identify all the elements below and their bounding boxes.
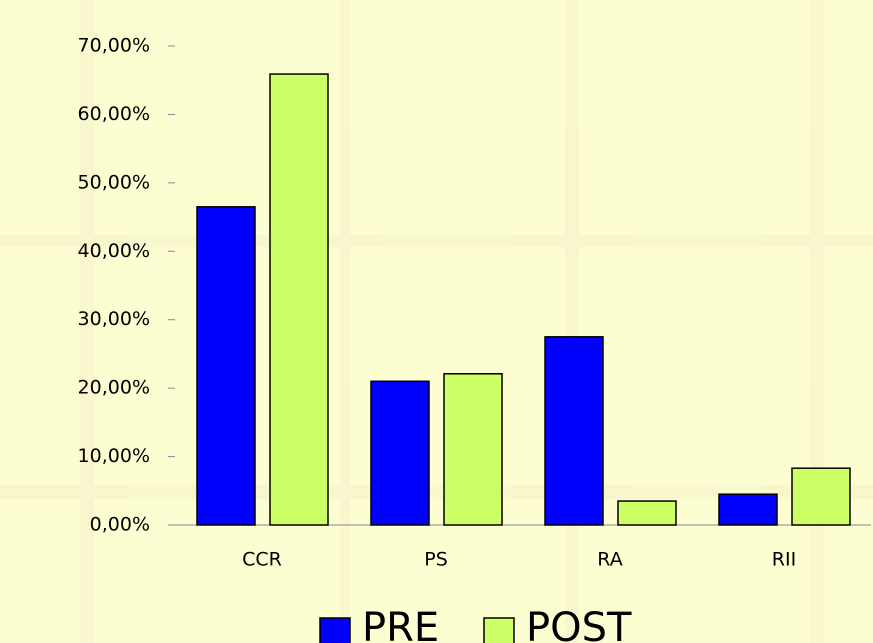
x-tick-label: CCR [242, 549, 282, 571]
bar [617, 500, 677, 526]
x-tick-label: RII [772, 549, 796, 571]
y-tick-label: 20,00% [78, 377, 150, 399]
bar [544, 336, 604, 526]
bar [269, 73, 329, 526]
x-tick-label: PS [424, 549, 448, 571]
y-tick-label: 40,00% [78, 240, 150, 262]
y-tick-label: 30,00% [78, 308, 150, 330]
legend-label: PRE [362, 605, 439, 643]
x-tick-label: RA [597, 549, 622, 571]
bar [443, 373, 503, 526]
legend-swatch [319, 617, 351, 643]
bar [718, 493, 778, 526]
y-tick-label: 0,00% [90, 514, 150, 536]
legend-label: POST [526, 605, 632, 643]
y-tick-label: 10,00% [78, 445, 150, 467]
y-tick-label: 60,00% [78, 103, 150, 125]
y-tick-label: 50,00% [78, 171, 150, 193]
bar [196, 206, 256, 526]
bar [791, 467, 851, 526]
y-tick-label: 70,00% [78, 35, 150, 57]
legend-swatch [483, 617, 515, 643]
bar [370, 380, 430, 526]
